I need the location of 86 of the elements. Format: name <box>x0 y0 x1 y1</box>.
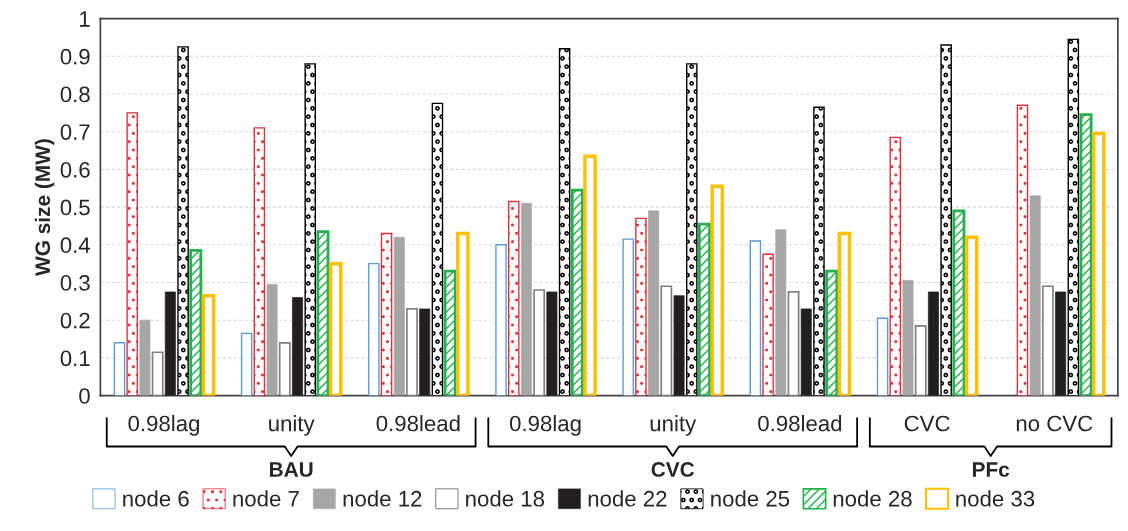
bar <box>304 63 317 396</box>
bar <box>749 240 762 396</box>
bar <box>278 341 291 396</box>
x-tick-label: 0.98lag <box>509 415 581 436</box>
bar <box>622 238 634 396</box>
bar <box>521 202 532 396</box>
legend-label: node 6 <box>123 490 189 507</box>
y-tick-label: 0.5 <box>60 199 90 216</box>
bar <box>126 112 138 396</box>
bar <box>635 217 647 396</box>
bar <box>380 232 393 396</box>
bar <box>316 230 330 396</box>
legend-label: node 7 <box>233 490 299 507</box>
bar <box>660 285 673 396</box>
y-tick-label: 0.8 <box>60 86 90 103</box>
legend-label: node 28 <box>833 490 912 507</box>
x-tick-label: 0.98lag <box>128 415 200 436</box>
y-tick-label: 0.2 <box>60 312 90 329</box>
bar <box>928 291 939 396</box>
x-tick-label: CVC <box>904 415 950 432</box>
bar <box>673 295 685 396</box>
bar <box>240 332 253 396</box>
bar <box>813 106 825 396</box>
bar <box>686 63 698 396</box>
bar <box>952 209 966 396</box>
bar <box>1079 113 1093 396</box>
bar <box>189 249 203 396</box>
bar <box>443 269 457 396</box>
bar <box>876 317 889 396</box>
bar <box>558 48 571 396</box>
bar <box>1029 195 1041 396</box>
y-tick-label: 0.4 <box>60 237 91 254</box>
bar <box>151 351 164 396</box>
bar <box>368 262 380 396</box>
bar <box>787 291 800 396</box>
x-tick-label: unity <box>269 415 315 436</box>
bar <box>1041 285 1054 396</box>
bar <box>825 269 839 396</box>
legend-label: node 18 <box>466 490 545 507</box>
y-axis-title: WG size (MW) <box>34 139 55 276</box>
bar <box>253 127 266 396</box>
bar <box>266 284 278 396</box>
bar <box>762 253 774 396</box>
bar <box>164 291 176 396</box>
bar <box>546 291 558 396</box>
bar <box>393 236 405 396</box>
bar <box>1016 104 1029 396</box>
bar <box>940 44 952 396</box>
x-tick-label: 0.98lead <box>758 415 842 432</box>
y-tick-label: 0 <box>79 388 90 404</box>
y-tick-label: 0.1 <box>60 350 90 367</box>
bar <box>177 46 189 396</box>
bar <box>570 188 584 396</box>
bar <box>431 102 444 396</box>
y-tick-label: 0.7 <box>60 124 90 140</box>
bar <box>495 244 507 396</box>
legend-label: node 22 <box>588 490 667 507</box>
bar <box>1055 291 1067 396</box>
text: PFc <box>972 462 1010 477</box>
bar <box>507 200 520 396</box>
bar <box>775 229 787 396</box>
bar <box>902 280 914 396</box>
y-tick-label: 0.9 <box>60 48 90 65</box>
bar <box>914 325 927 396</box>
x-tick-label: unity <box>650 415 697 436</box>
bar <box>292 297 303 396</box>
y-tick-label: 0.6 <box>60 161 90 178</box>
bar <box>698 222 711 396</box>
bar <box>139 319 151 396</box>
bar <box>889 136 902 396</box>
legend-label: node 12 <box>343 490 422 507</box>
text: CVC <box>651 462 695 477</box>
bar <box>406 308 418 396</box>
bar <box>800 308 812 396</box>
y-tick-label: 1 <box>80 11 90 27</box>
legend-label: node 33 <box>956 490 1035 507</box>
text: BAU <box>269 462 313 477</box>
y-tick-label: 0.3 <box>60 275 90 291</box>
bar <box>648 210 660 396</box>
bar <box>113 342 126 396</box>
bar <box>1067 38 1080 396</box>
x-tick-label: no CVC <box>1016 415 1093 432</box>
legend-label: node 25 <box>711 490 790 507</box>
bar <box>533 289 546 396</box>
x-tick-label: 0.98lead <box>376 415 460 432</box>
bar <box>419 308 431 396</box>
